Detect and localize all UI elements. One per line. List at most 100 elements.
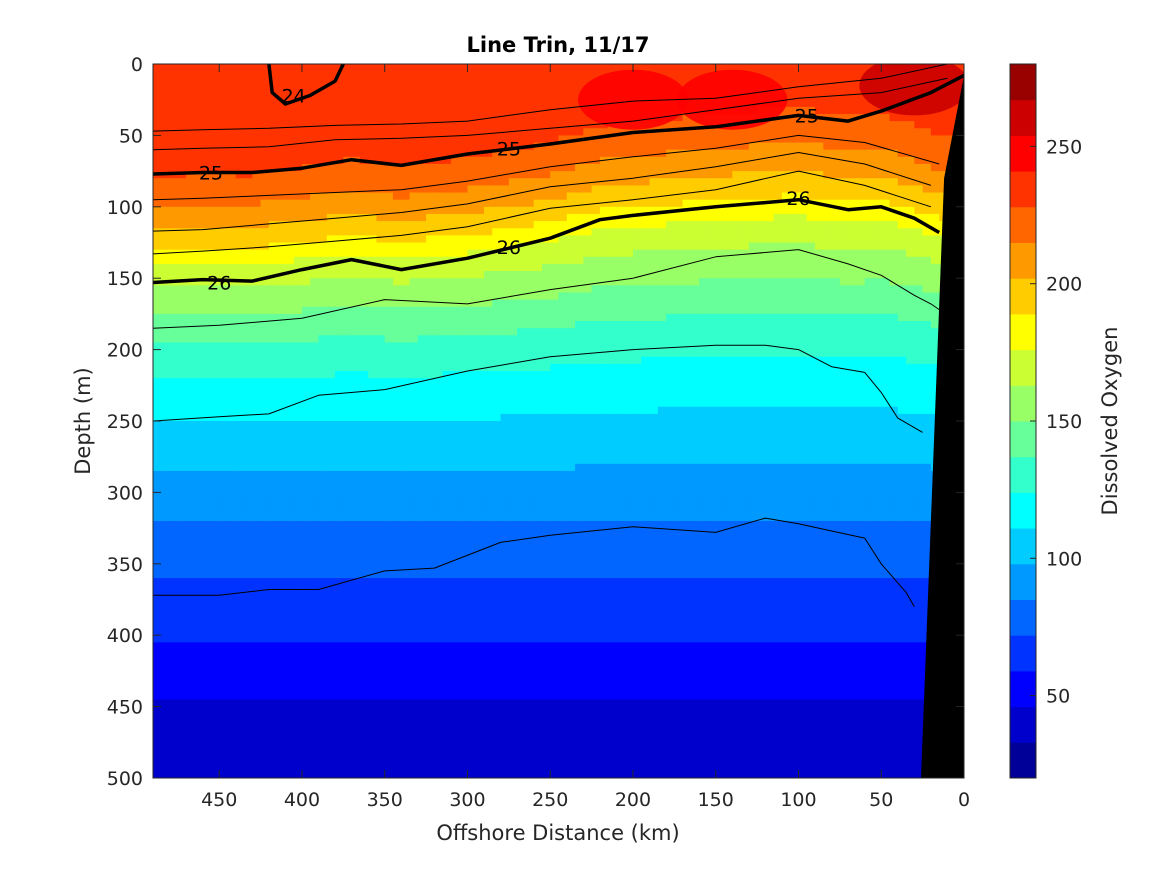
heat-cell — [392, 378, 402, 386]
heat-cell — [384, 242, 394, 251]
heat-cell — [368, 763, 378, 772]
heat-cell — [326, 178, 336, 186]
heat-cell — [335, 549, 344, 558]
heat-cell — [484, 242, 493, 251]
heat-cell — [310, 642, 320, 651]
heat-cell — [169, 349, 179, 358]
heat-cell — [517, 470, 526, 479]
heat-cell — [508, 649, 518, 658]
heat-cell — [318, 478, 328, 486]
heat-cell — [194, 371, 204, 379]
heat-cell — [194, 78, 204, 87]
heat-cell — [194, 328, 204, 336]
heat-cell — [235, 535, 245, 543]
heat-cell — [525, 499, 535, 508]
heat-cell — [326, 163, 336, 172]
heat-cell — [210, 313, 220, 322]
heat-cell — [376, 449, 386, 458]
heat-cell — [260, 406, 270, 415]
heat-cell — [550, 763, 560, 772]
heat-cell — [558, 392, 568, 401]
heat-cell — [541, 499, 551, 508]
heat-cell — [417, 735, 427, 743]
heat-cell — [450, 213, 460, 222]
heat-cell — [376, 378, 386, 386]
heat-cell — [500, 670, 510, 679]
heat-cell — [450, 178, 460, 186]
heat-cell — [235, 242, 245, 251]
heat-cell — [235, 263, 245, 272]
heat-cell — [244, 663, 253, 672]
heat-cell — [359, 99, 369, 108]
heat-cell — [219, 85, 229, 94]
heat-cell — [409, 363, 419, 372]
heat-cell — [177, 485, 187, 493]
heat-cell — [550, 442, 560, 451]
heat-cell — [343, 64, 353, 72]
heat-cell — [351, 485, 361, 493]
heat-cell — [326, 656, 336, 665]
heat-cell — [484, 620, 493, 629]
heat-cell — [335, 128, 344, 136]
heat-cell — [525, 470, 535, 479]
heat-cell — [368, 635, 378, 643]
heat-cell — [219, 706, 229, 715]
heat-cell — [368, 342, 378, 351]
heat-cell — [368, 199, 378, 208]
heat-cell — [310, 542, 320, 551]
heat-cell — [268, 613, 278, 622]
heat-cell — [343, 535, 353, 543]
heat-cell — [500, 328, 510, 336]
heat-cell — [227, 742, 237, 751]
heat-cell — [153, 106, 162, 115]
heat-cell — [318, 349, 328, 358]
heat-cell — [508, 492, 518, 501]
heat-cell — [434, 385, 444, 394]
heat-cell — [417, 199, 427, 208]
heat-cell — [285, 306, 295, 315]
heat-cell — [277, 263, 287, 272]
heat-cell — [177, 442, 187, 451]
heat-cell — [401, 620, 411, 629]
heat-cell — [235, 499, 245, 508]
heat-cell — [492, 221, 502, 229]
heat-cell — [161, 342, 171, 351]
heat-cell — [343, 663, 353, 672]
heat-cell — [293, 535, 303, 543]
heat-cell — [541, 413, 551, 422]
heat-cell — [310, 256, 320, 265]
heat-cell — [326, 756, 336, 765]
heat-cell — [351, 656, 361, 665]
heat-cell — [161, 242, 171, 251]
heat-cell — [268, 149, 278, 158]
heat-cell — [186, 756, 195, 765]
heat-cell — [484, 763, 493, 772]
heat-cell — [359, 563, 369, 572]
heat-cell — [525, 213, 535, 222]
heat-cell — [318, 392, 328, 401]
heat-cell — [434, 699, 444, 708]
heat-cell — [368, 406, 378, 415]
heat-cell — [194, 670, 204, 679]
heat-cell — [310, 770, 320, 778]
heat-cell — [202, 678, 212, 686]
heat-cell — [335, 563, 344, 572]
heat-cell — [194, 271, 204, 279]
heat-cell — [392, 478, 402, 486]
heat-cell — [450, 121, 460, 129]
heat-cell — [484, 742, 493, 751]
heat-cell — [550, 278, 560, 286]
heat-cell — [384, 442, 394, 451]
heat-cell — [384, 456, 394, 465]
heat-cell — [326, 171, 336, 179]
heat-cell — [434, 371, 444, 379]
heat-cell — [459, 263, 469, 272]
heat-cell — [384, 135, 394, 144]
heat-cell — [244, 720, 253, 729]
heat-cell — [442, 263, 452, 272]
heat-cell — [533, 513, 543, 522]
heat-cell — [409, 742, 419, 751]
heat-cell — [194, 156, 204, 165]
heat-cell — [442, 185, 452, 194]
heat-cell — [434, 656, 444, 665]
